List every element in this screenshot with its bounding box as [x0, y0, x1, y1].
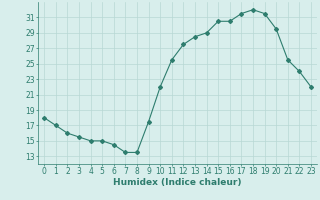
X-axis label: Humidex (Indice chaleur): Humidex (Indice chaleur): [113, 178, 242, 187]
